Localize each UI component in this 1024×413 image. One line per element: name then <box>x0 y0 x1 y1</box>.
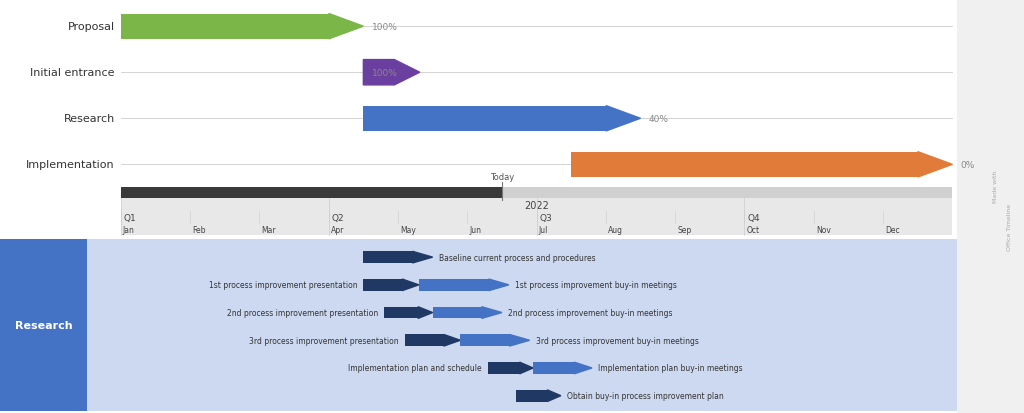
Text: 2022: 2022 <box>524 200 549 210</box>
Bar <box>957 0 1024 413</box>
Text: Aug: Aug <box>608 225 623 234</box>
Bar <box>0 240 87 411</box>
Text: Feb: Feb <box>193 225 206 234</box>
Text: Q3: Q3 <box>540 213 552 222</box>
Polygon shape <box>488 279 509 291</box>
Text: Apr: Apr <box>331 225 344 234</box>
Polygon shape <box>510 335 529 346</box>
Text: 2nd process improvement buy-in meetings: 2nd process improvement buy-in meetings <box>508 309 673 317</box>
Text: Research: Research <box>63 114 115 124</box>
Polygon shape <box>329 14 364 40</box>
Text: Dec: Dec <box>885 225 900 234</box>
Text: Jul: Jul <box>539 225 548 234</box>
Polygon shape <box>364 60 420 85</box>
Text: Implementation plan buy-in meetings: Implementation plan buy-in meetings <box>598 363 742 373</box>
Text: 3rd process improvement buy-in meetings: 3rd process improvement buy-in meetings <box>536 336 698 345</box>
Text: Made with: Made with <box>993 170 997 202</box>
Text: May: May <box>400 225 416 234</box>
Text: 0%: 0% <box>961 161 975 169</box>
Polygon shape <box>918 152 952 178</box>
Text: Implementation plan and schedule: Implementation plan and schedule <box>348 363 482 373</box>
Text: 1st process improvement presentation: 1st process improvement presentation <box>209 281 357 290</box>
Text: Jun: Jun <box>469 225 481 234</box>
Text: Proposal: Proposal <box>68 22 115 32</box>
Text: 3rd process improvement presentation: 3rd process improvement presentation <box>249 336 398 345</box>
Bar <box>364 252 413 263</box>
Bar <box>432 307 481 318</box>
Bar <box>0 240 957 411</box>
Text: Mar: Mar <box>261 225 276 234</box>
Bar <box>516 390 547 401</box>
Text: Baseline current process and procedures: Baseline current process and procedures <box>438 253 595 262</box>
Bar <box>502 188 952 198</box>
Bar <box>419 279 488 291</box>
Text: Jan: Jan <box>123 225 135 234</box>
Bar <box>364 107 606 132</box>
Text: Today: Today <box>489 173 514 182</box>
Bar <box>384 307 418 318</box>
Bar <box>364 279 402 291</box>
Text: 100%: 100% <box>372 23 397 31</box>
Polygon shape <box>481 307 502 318</box>
Polygon shape <box>519 362 534 374</box>
Text: Oct: Oct <box>746 225 760 234</box>
Bar <box>121 188 952 235</box>
Polygon shape <box>402 279 419 291</box>
Text: Q4: Q4 <box>748 213 760 222</box>
Polygon shape <box>574 362 592 374</box>
Text: Sep: Sep <box>677 225 691 234</box>
Polygon shape <box>413 252 432 263</box>
Text: 2nd process improvement presentation: 2nd process improvement presentation <box>226 309 378 317</box>
Text: 100%: 100% <box>372 69 397 78</box>
Polygon shape <box>443 335 461 346</box>
Text: Q2: Q2 <box>332 213 344 222</box>
Text: Nov: Nov <box>816 225 830 234</box>
Bar <box>571 152 918 178</box>
Bar <box>461 335 510 346</box>
Text: Research: Research <box>14 320 73 330</box>
Text: 1st process improvement buy-in meetings: 1st process improvement buy-in meetings <box>515 281 677 290</box>
Bar <box>121 188 502 198</box>
Polygon shape <box>547 390 561 401</box>
Polygon shape <box>418 307 432 318</box>
Bar <box>404 335 443 346</box>
Text: 40%: 40% <box>649 114 669 123</box>
Bar <box>534 362 574 374</box>
Bar <box>488 362 519 374</box>
Text: Office Timeline: Office Timeline <box>1008 204 1012 251</box>
Polygon shape <box>606 107 641 132</box>
Text: Q1: Q1 <box>124 213 136 222</box>
Bar <box>121 14 329 40</box>
Text: Obtain buy-in process improvement plan: Obtain buy-in process improvement plan <box>567 391 724 400</box>
Text: Implementation: Implementation <box>26 160 115 170</box>
Text: Initial entrance: Initial entrance <box>30 68 115 78</box>
